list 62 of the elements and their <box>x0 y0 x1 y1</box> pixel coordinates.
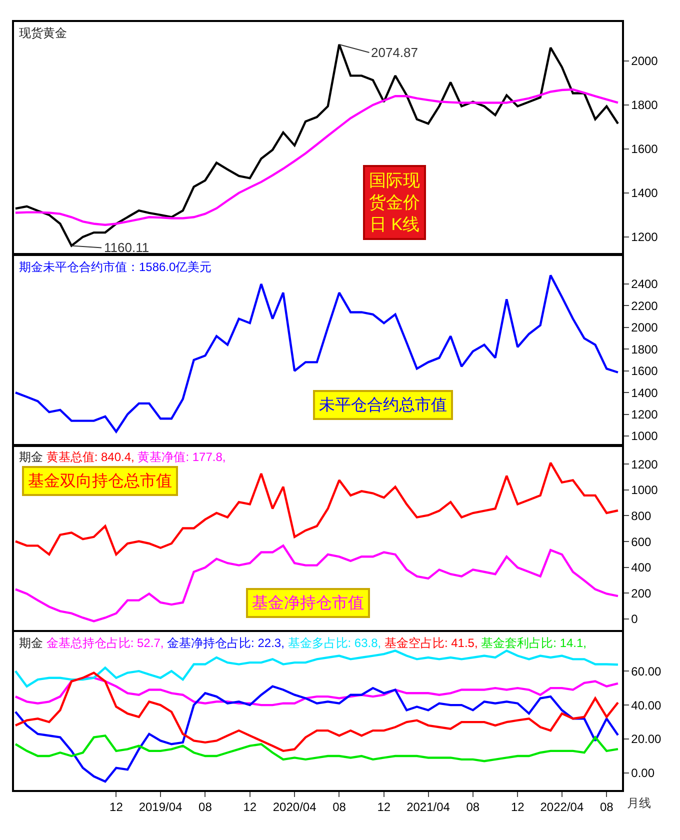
text: 金基净持仓占比: 22.3, <box>167 636 284 650</box>
y-tick-label: 1200 <box>631 230 658 244</box>
text: 基金空占比: 41.5, <box>384 636 478 650</box>
annotation: 国际现货金价日 K线 <box>369 171 420 234</box>
text: 黄基净值: 177.8, <box>138 450 226 464</box>
y-tick-label: 2400 <box>631 277 658 292</box>
y-tick-label: 1600 <box>631 364 658 378</box>
y-tick-label: 1200 <box>631 457 658 472</box>
y-tick-label: 1200 <box>631 407 658 422</box>
y-tick-label: 200 <box>631 586 652 600</box>
y-tick-label: 1000 <box>631 483 658 498</box>
y-tick-label: 0.00 <box>631 766 655 780</box>
line-series <box>14 274 620 433</box>
line-series <box>14 462 620 556</box>
x-tick-label: 08 <box>466 800 480 814</box>
y-tick-label: 800 <box>631 508 652 523</box>
annotation: 未平仓合约总市值 <box>319 396 447 414</box>
chart-title: 期金未平仓合约市值：1586.0亿美元 <box>19 260 212 274</box>
y-tick-label: 60.00 <box>631 664 662 678</box>
y-tick-label: 1600 <box>631 142 658 156</box>
x-tick-label: 12 <box>243 800 257 814</box>
y-tick-label: 400 <box>631 560 652 575</box>
x-tick-label: 12 <box>510 800 525 814</box>
x-tick-label: 08 <box>332 800 346 814</box>
x-tick-label: 2022/04 <box>540 800 584 814</box>
x-tick-label: 12 <box>377 800 391 814</box>
line-series <box>14 685 620 783</box>
annotation: 基金净持仓市值 <box>252 594 364 612</box>
line-series <box>14 734 620 762</box>
x-tick-label: 2020/04 <box>272 800 317 814</box>
y-tick-label: 0 <box>631 612 638 626</box>
y-tick-label: 20.00 <box>631 732 662 746</box>
chart-title: 期金 <box>19 450 43 464</box>
text: 黄基总值: 840.4, <box>46 450 134 464</box>
text: 金基总持仓占比: 52.7, <box>46 636 164 650</box>
x-tick-label: 2019/04 <box>138 800 183 814</box>
line-series <box>14 672 620 752</box>
chart-title: 现货黄金 <box>19 26 67 40</box>
annotation: 基金双向持仓总市值 <box>28 472 172 490</box>
x-tick-label: 12 <box>110 800 124 814</box>
y-tick-label: 1400 <box>631 186 658 200</box>
y-tick-label: 1000 <box>631 429 658 444</box>
line-series <box>14 650 620 688</box>
chart-title: 期金 <box>19 636 43 650</box>
y-tick-label: 40.00 <box>631 698 662 712</box>
y-tick-label: 1800 <box>631 342 658 356</box>
y-tick-label: 2000 <box>631 54 658 68</box>
y-tick-label: 600 <box>631 534 652 549</box>
x-tick-label: 2021/04 <box>406 800 450 814</box>
series-label: 基金多占比: 63.8, <box>288 636 382 650</box>
y-tick-label: 1400 <box>631 386 658 400</box>
text: 基金套利占比: 14.1, <box>481 636 587 650</box>
annotation: 2074.87 <box>371 45 418 60</box>
y-tick-label: 1800 <box>631 98 658 112</box>
text: 月线 <box>627 796 651 810</box>
x-tick-label: 08 <box>600 800 614 814</box>
x-tick-label: 08 <box>198 800 212 814</box>
annotation: 1160.11 <box>104 240 150 255</box>
line-series <box>14 544 620 622</box>
y-tick-label: 2000 <box>631 320 658 335</box>
y-tick-label: 2200 <box>631 298 658 313</box>
line-series <box>14 676 620 706</box>
